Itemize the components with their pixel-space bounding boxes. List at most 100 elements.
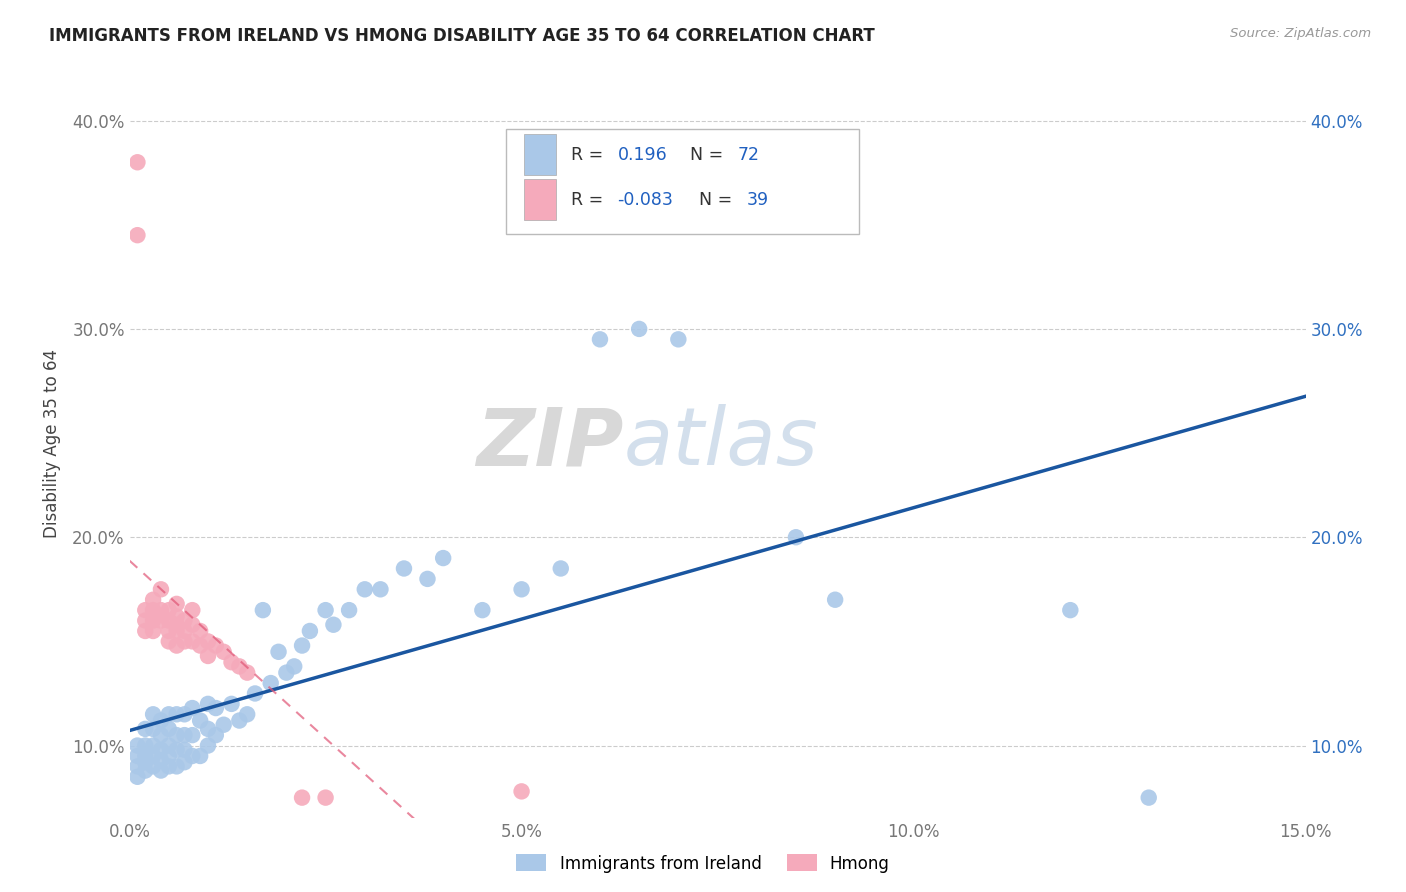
Point	[173, 614, 195, 628]
Point	[824, 592, 846, 607]
Point	[550, 561, 572, 575]
Point	[283, 659, 305, 673]
Point	[134, 764, 156, 778]
Point	[173, 707, 195, 722]
Point	[134, 722, 156, 736]
Point	[134, 739, 156, 753]
Point	[197, 648, 219, 663]
Point	[188, 714, 211, 728]
Point	[134, 755, 156, 769]
Point	[142, 759, 165, 773]
Point	[166, 609, 188, 624]
Point	[166, 707, 188, 722]
Point	[197, 739, 219, 753]
Point	[1137, 790, 1160, 805]
Text: N =: N =	[679, 145, 728, 164]
Point	[228, 714, 250, 728]
Point	[228, 659, 250, 673]
Point	[181, 728, 204, 742]
Point	[157, 634, 180, 648]
FancyBboxPatch shape	[506, 128, 859, 234]
Point	[785, 530, 807, 544]
Point	[166, 728, 188, 742]
Point	[134, 603, 156, 617]
Point	[315, 603, 337, 617]
Point	[188, 639, 211, 653]
Point	[142, 603, 165, 617]
FancyBboxPatch shape	[523, 134, 557, 176]
Text: 39: 39	[747, 191, 769, 209]
Point	[173, 634, 195, 648]
Point	[181, 634, 204, 648]
Point	[221, 697, 243, 711]
Text: ZIP: ZIP	[477, 404, 623, 483]
Point	[471, 603, 494, 617]
Point	[157, 707, 180, 722]
Point	[142, 592, 165, 607]
Text: N =: N =	[688, 191, 738, 209]
Point	[157, 614, 180, 628]
Point	[197, 634, 219, 648]
Point	[666, 332, 689, 346]
Point	[510, 784, 533, 798]
Text: R =: R =	[571, 145, 609, 164]
Point	[392, 561, 415, 575]
Point	[188, 624, 211, 638]
Point	[298, 624, 321, 638]
Point	[173, 742, 195, 756]
Point	[205, 701, 228, 715]
Text: -0.083: -0.083	[617, 191, 673, 209]
Point	[173, 755, 195, 769]
Point	[197, 697, 219, 711]
FancyBboxPatch shape	[523, 179, 557, 220]
Point	[157, 759, 180, 773]
Point	[432, 551, 454, 566]
Text: atlas: atlas	[623, 404, 818, 483]
Point	[142, 707, 165, 722]
Point	[291, 790, 314, 805]
Point	[221, 655, 243, 669]
Point	[134, 614, 156, 628]
Point	[370, 582, 392, 597]
Point	[149, 753, 172, 767]
Point	[267, 645, 290, 659]
Y-axis label: Disability Age 35 to 64: Disability Age 35 to 64	[44, 349, 60, 538]
Point	[166, 639, 188, 653]
Point	[205, 728, 228, 742]
Point	[149, 614, 172, 628]
Point	[157, 603, 180, 617]
Point	[149, 764, 172, 778]
Point	[181, 617, 204, 632]
Point	[149, 603, 172, 617]
Point	[142, 748, 165, 763]
Point	[149, 582, 172, 597]
Text: 0.196: 0.196	[617, 145, 668, 164]
Point	[127, 759, 149, 773]
Point	[166, 624, 188, 638]
Point	[142, 722, 165, 736]
Point	[1059, 603, 1081, 617]
Point	[205, 639, 228, 653]
Point	[166, 617, 188, 632]
Point	[252, 603, 274, 617]
Point	[134, 624, 156, 638]
Point	[510, 582, 533, 597]
Point	[212, 645, 235, 659]
Point	[142, 739, 165, 753]
Text: Source: ZipAtlas.com: Source: ZipAtlas.com	[1230, 27, 1371, 40]
Point	[236, 665, 259, 680]
Point	[173, 728, 195, 742]
Point	[157, 722, 180, 736]
Point	[322, 617, 344, 632]
Point	[127, 155, 149, 169]
Point	[315, 790, 337, 805]
Point	[157, 748, 180, 763]
Point	[291, 639, 314, 653]
Point	[142, 614, 165, 628]
Legend: Immigrants from Ireland, Hmong: Immigrants from Ireland, Hmong	[509, 847, 897, 880]
Point	[166, 597, 188, 611]
Point	[181, 603, 204, 617]
Point	[127, 770, 149, 784]
Point	[149, 742, 172, 756]
Point	[276, 665, 298, 680]
